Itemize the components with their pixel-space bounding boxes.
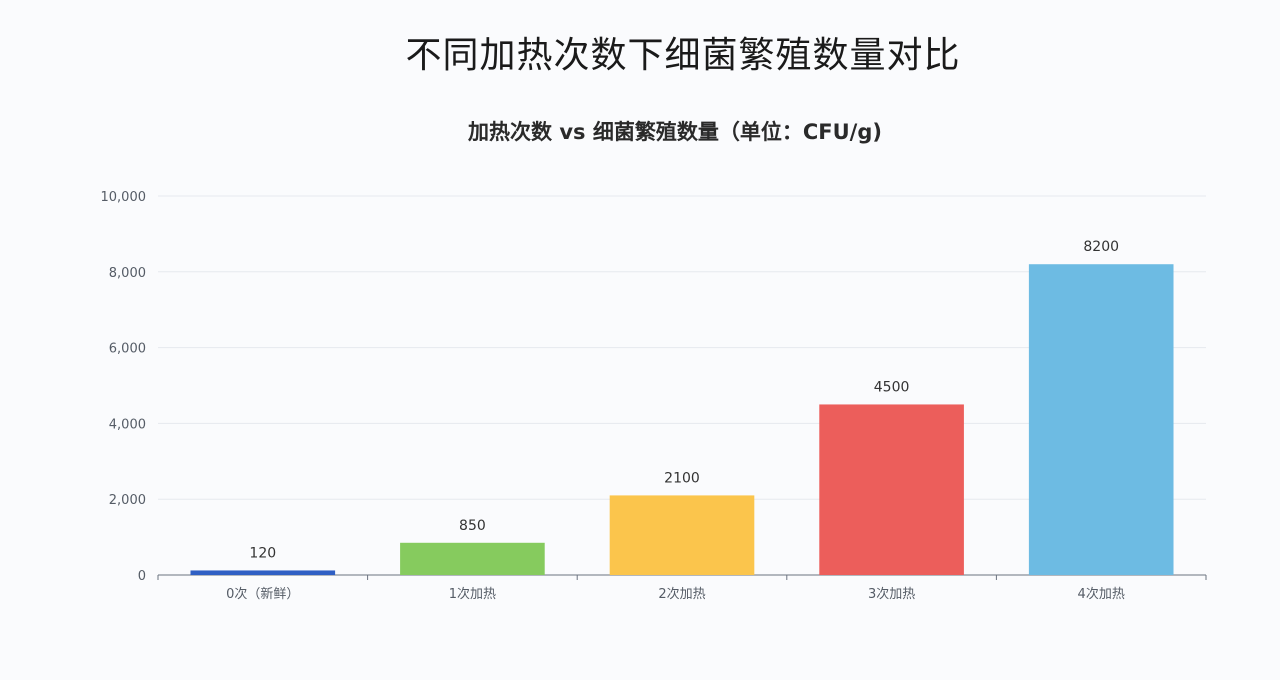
y-tick-label: 0 [138,569,146,584]
y-tick-label: 4,000 [109,417,146,432]
data-label: 8200 [1083,239,1119,255]
bar [190,570,336,575]
x-tick-label: 2次加热 [658,586,705,602]
bar [609,495,755,575]
bar [819,404,964,575]
y-tick-label: 2,000 [109,493,146,508]
y-tick-label: 6,000 [109,342,146,357]
chart-title: 加热次数 vs 细菌繁殖数量（单位：CFU/g) [468,120,882,144]
x-tick-label: 4次加热 [1078,586,1125,602]
data-label: 850 [459,518,486,534]
data-label: 4500 [874,379,910,395]
x-tick-label: 1次加热 [449,586,496,602]
data-label: 120 [249,545,276,561]
x-tick-label: 3次加热 [868,586,915,602]
bar [400,542,545,575]
y-tick-label: 8,000 [109,266,146,281]
bar [1028,264,1174,575]
x-tick-label: 0次（新鲜） [226,586,299,602]
y-tick-label: 10,000 [101,190,147,205]
data-label: 2100 [664,470,700,486]
page-title: 不同加热次数下细菌繁殖数量对比 [405,35,961,76]
